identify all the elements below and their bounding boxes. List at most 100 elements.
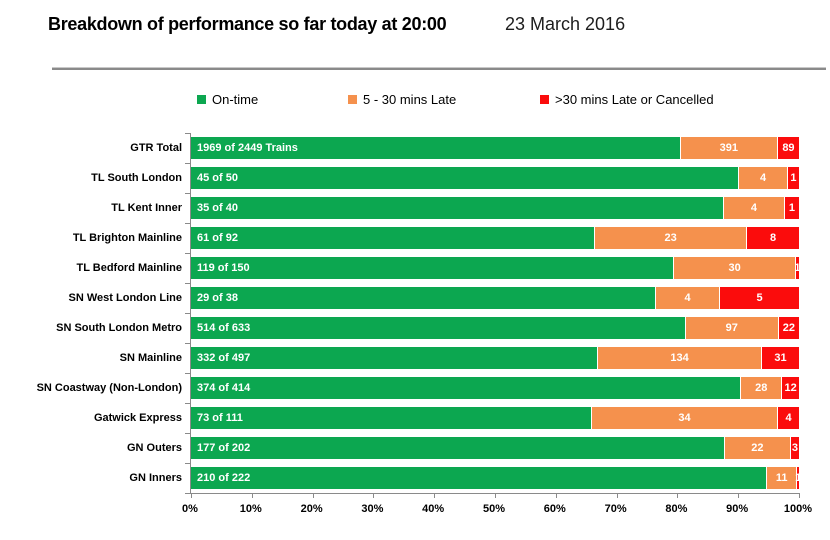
segment-30-mins-late-or-cancelled: 1 [795,467,801,489]
segment-5-30-mins-late: 22 [723,437,790,459]
bar-value-label: 35 of 40 [197,201,238,214]
page-title: Breakdown of performance so far today at… [48,14,447,34]
legend-item-5-30-mins-late: 5 - 30 mins Late [348,92,456,107]
bar-value-label: 4 [684,291,691,304]
bar-value-label: 30 [728,261,741,274]
y-axis-tick [185,193,191,194]
segment-30-mins-late-or-cancelled: 3 [789,437,799,459]
bar-value-label: 210 of 222 [197,471,251,484]
category-label: TL Kent Inner [111,202,182,214]
bar-row-sn-south-london-metro: 514 of 633 97 22 [191,317,799,339]
segment-5-30-mins-late: 391 [679,137,777,159]
segment-30-mins-late-or-cancelled: 8 [746,227,799,249]
y-axis-tick [185,403,191,404]
bar-value-label: 119 of 150 [197,261,250,274]
segment-5-30-mins-late: 30 [673,257,795,279]
bar-value-label: 61 of 92 [197,231,238,244]
bar-value-label: 22 [751,441,764,454]
category-label: SN Coastway (Non-London) [36,382,182,394]
bar-value-label: 22 [782,321,796,334]
category-label: GN Inners [129,472,182,484]
plot-area: 1969 of 2449 Trains 391 89 45 of 50 4 1 35 of … [185,133,801,498]
segment-on-time: 119 of 150 [191,257,674,279]
y-axis-tick [185,313,191,314]
y-axis-tick [185,163,191,164]
x-axis-tick [434,493,436,498]
segment-30-mins-late-or-cancelled: 1 [783,197,799,219]
x-axis-tick [251,493,253,498]
bar-value-label: 1 [788,201,795,214]
x-axis-tick [191,493,192,498]
bar-value-label: 332 of 497 [197,351,251,364]
x-tick-label: 80% [665,503,688,515]
x-tick-label: 20% [300,503,323,515]
x-tick-label: 100% [783,503,813,515]
x-axis-tick [373,493,375,498]
bar-row-gtr-total: 1969 of 2449 Trains 391 89 [191,137,799,159]
bar-value-label: 3 [791,441,799,454]
legend-swatch-5-30-mins-late [348,95,357,104]
y-axis-tick [185,223,191,224]
y-axis-tick [185,493,191,494]
category-label: SN West London Line [68,292,182,304]
segment-on-time: 45 of 50 [191,167,739,189]
segment-5-30-mins-late: 28 [740,377,782,399]
legend-swatch-30-mins-late-or-cancelled [540,95,549,104]
x-tick-label: 60% [543,503,566,515]
segment-30-mins-late-or-cancelled: 89 [776,137,799,159]
segment-on-time: 177 of 202 [191,437,724,459]
category-label: TL Bedford Mainline [76,262,182,274]
bar-value-label: 34 [678,411,691,424]
segment-on-time: 1969 of 2449 Trains [191,137,680,159]
bar-row-sn-mainline: 332 of 497 134 31 [191,347,799,369]
x-tick-label: 70% [604,503,627,515]
x-tick-label: 30% [361,503,384,515]
bar-value-label: 374 of 414 [197,381,251,394]
x-tick-label: 0% [182,503,198,515]
segment-on-time: 61 of 92 [191,227,595,249]
bar-value-label: 4 [750,201,757,214]
performance-chart: 1969 of 2449 Trains 391 89 45 of 50 4 1 35 of … [0,133,830,528]
bar-value-label: 97 [725,321,738,334]
bar-value-label: 1 [794,261,801,274]
legend-item-on-time: On-time [197,92,258,107]
category-label: GN Outers [126,442,182,454]
x-axis-tick [738,493,740,498]
segment-on-time: 29 of 38 [191,287,655,309]
bar-value-label: 391 [719,141,739,154]
category-label: Gatwick Express [93,412,182,424]
category-label: TL Brighton Mainline [72,232,182,244]
y-axis-tick [185,133,191,134]
bar-value-label: 11 [775,471,788,484]
legend-item-30-mins-late-or-cancelled: >30 mins Late or Cancelled [540,92,714,107]
bar-value-label: 8 [769,231,777,244]
category-label: SN South London Metro [56,322,182,334]
segment-30-mins-late-or-cancelled: 12 [781,377,799,399]
segment-5-30-mins-late: 34 [590,407,778,429]
bar-row-gn-inners: 210 of 222 11 1 [191,467,801,489]
bar-row-gatwick-express: 73 of 111 34 4 [191,407,799,429]
segment-5-30-mins-late: 23 [594,227,747,249]
segment-on-time: 210 of 222 [191,467,767,489]
segment-on-time: 332 of 497 [191,347,598,369]
bar-value-label: 23 [664,231,677,244]
bar-row-sn-west-london-line: 29 of 38 4 5 [191,287,799,309]
x-tick-label: 40% [422,503,445,515]
x-tick-label: 50% [482,503,506,515]
bar-value-label: 28 [755,381,768,394]
x-axis-tick [616,493,618,498]
bar-row-tl-bedford-mainline: 119 of 150 30 1 [191,257,801,279]
x-tick-label: 90% [726,503,749,515]
x-tick-label: 10% [239,503,262,515]
bar-value-label: 12 [784,381,797,394]
y-axis-tick [185,373,191,374]
y-axis-tick [185,283,191,284]
segment-on-time: 35 of 40 [191,197,723,219]
legend-label: >30 mins Late or Cancelled [555,92,714,107]
segment-30-mins-late-or-cancelled: 1 [786,167,799,189]
segment-on-time: 514 of 633 [191,317,685,339]
bar-value-label: 134 [670,351,689,364]
bar-value-label: 4 [785,411,792,424]
segment-on-time: 374 of 414 [191,377,741,399]
bar-row-tl-south-london: 45 of 50 4 1 [191,167,799,189]
